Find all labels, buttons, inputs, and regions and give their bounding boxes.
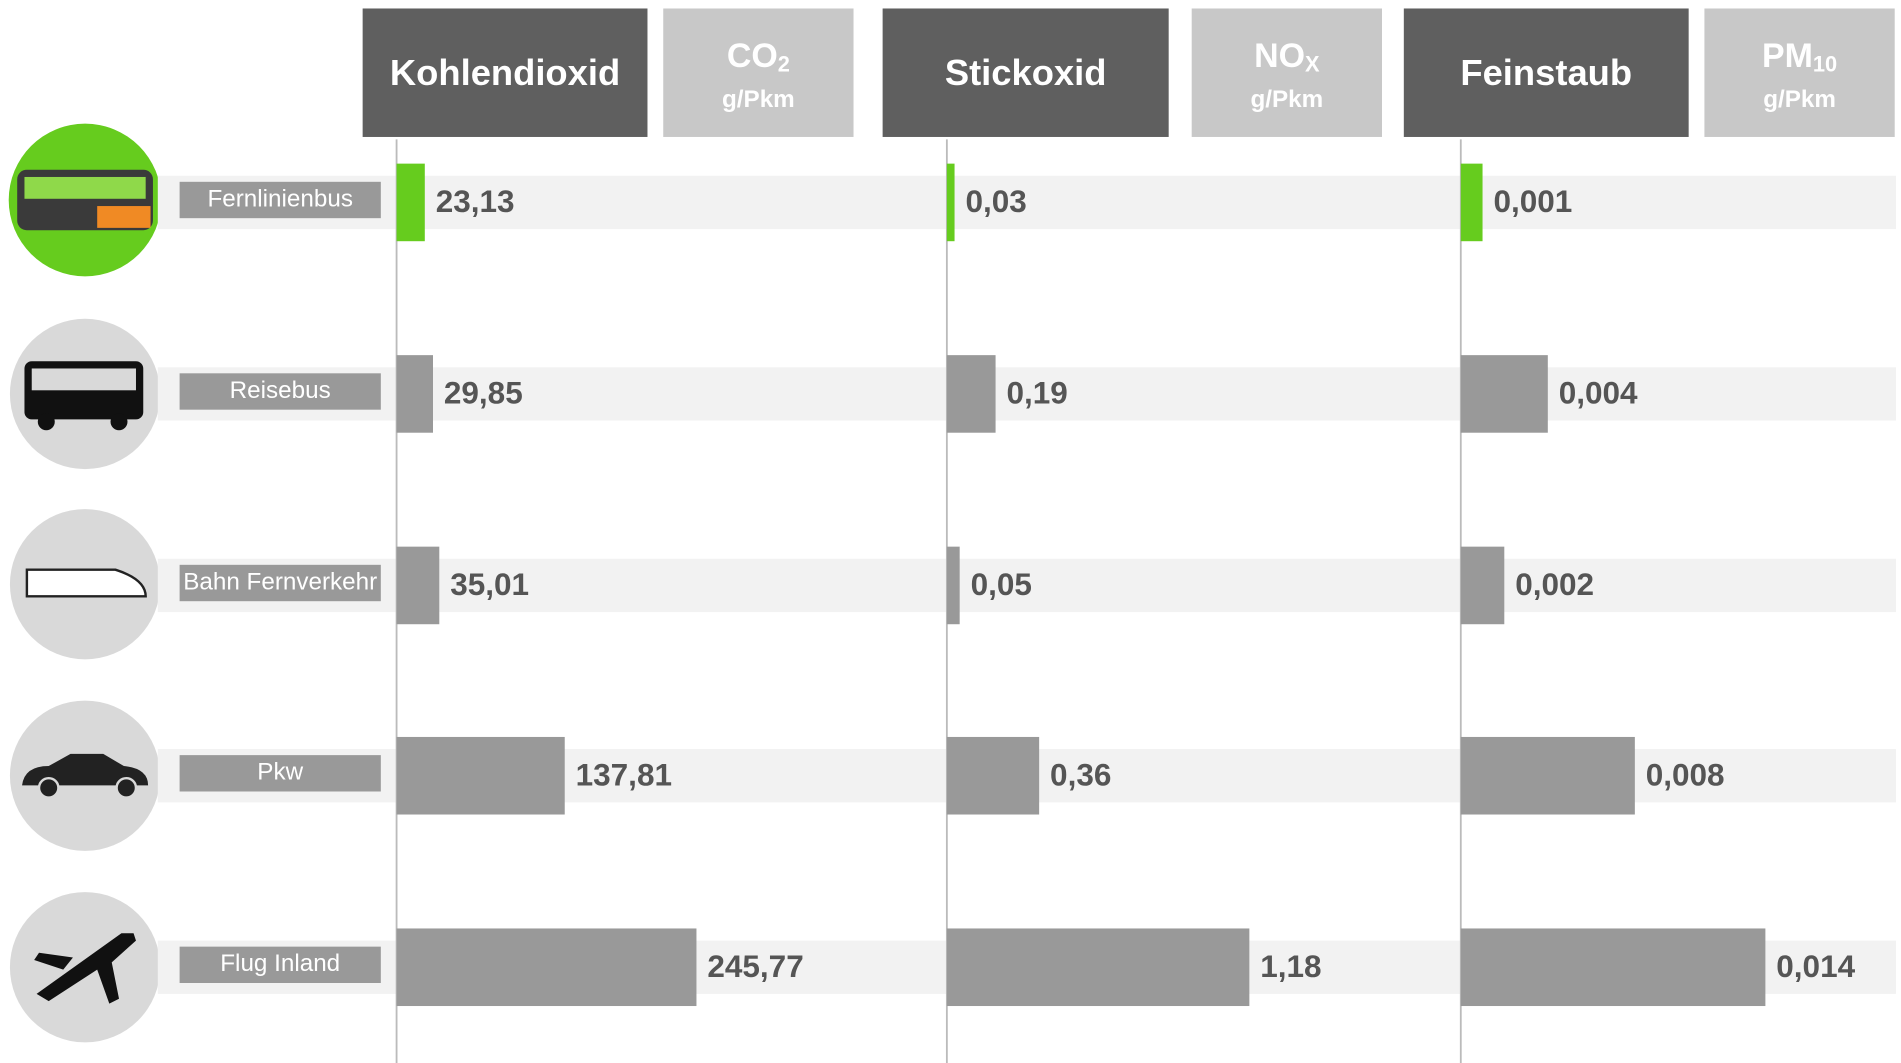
value-label: 0,008 <box>1646 756 1725 792</box>
title-box <box>1403 8 1689 137</box>
formula: PM10 <box>1762 37 1837 76</box>
category-label: Reisebus <box>230 377 331 404</box>
unit-label: g/Pkm <box>1250 86 1323 113</box>
train-icon <box>25 568 147 598</box>
bar <box>396 163 425 242</box>
title-box <box>362 8 648 137</box>
bus-window <box>24 176 146 199</box>
bar <box>1460 928 1766 1007</box>
panel-title: Stickoxid <box>945 52 1107 93</box>
category-box <box>179 564 381 602</box>
bar <box>946 355 996 433</box>
row-band <box>157 558 1896 613</box>
panel-title: Feinstaub <box>1460 52 1632 93</box>
bus-front <box>97 206 151 228</box>
row-band <box>157 367 1896 421</box>
formula-main: NO <box>1254 37 1305 75</box>
bar <box>1460 163 1483 242</box>
value-label: 1,18 <box>1260 948 1321 984</box>
value-label: 0,004 <box>1559 374 1638 410</box>
formula-main: CO <box>727 37 778 75</box>
formula-sub: 2 <box>778 51 790 76</box>
category-box <box>179 373 381 410</box>
wheel <box>37 413 55 431</box>
formula-main: PM <box>1762 37 1813 75</box>
bar <box>946 163 955 242</box>
unit-box <box>663 8 854 137</box>
value-label: 29,85 <box>444 374 523 410</box>
formula: CO2 <box>727 37 790 76</box>
category-label: Flug Inland <box>220 950 340 977</box>
unit-label: g/Pkm <box>1763 86 1836 113</box>
value-label: 35,01 <box>450 566 529 602</box>
value-label: 245,77 <box>707 948 803 984</box>
category-box <box>179 946 381 984</box>
value-label: 137,81 <box>576 756 672 792</box>
bar <box>396 355 433 433</box>
value-label: 0,36 <box>1050 756 1111 792</box>
value-label: 0,05 <box>971 566 1032 602</box>
wheel <box>37 776 60 799</box>
title-box <box>882 8 1169 137</box>
wheel <box>110 413 128 431</box>
bar <box>1460 736 1635 815</box>
value-label: 0,001 <box>1493 183 1572 219</box>
bar <box>1460 546 1505 625</box>
category-label: Fernlinienbus <box>207 185 353 212</box>
bar <box>396 928 697 1007</box>
bar <box>946 736 1040 815</box>
unit-label: g/Pkm <box>722 86 795 113</box>
bar <box>946 928 1250 1007</box>
value-label: 0,03 <box>965 183 1026 219</box>
row-band <box>157 175 1896 230</box>
value-label: 23,13 <box>436 183 515 219</box>
icons <box>8 123 162 1043</box>
wheel <box>115 776 138 799</box>
plane-icon <box>34 933 136 1004</box>
category-label: Bahn Fernverkehr <box>183 568 377 595</box>
bar <box>1460 355 1548 433</box>
formula-sub: 10 <box>1813 51 1837 76</box>
formula: NOX <box>1254 37 1320 76</box>
bar <box>946 546 960 625</box>
car-icon <box>22 753 149 786</box>
unit-box <box>1191 8 1383 137</box>
category-label: Pkw <box>257 759 303 786</box>
coach-window <box>31 368 136 391</box>
category-box <box>179 755 381 792</box>
value-label: 0,014 <box>1776 948 1855 984</box>
category-box <box>179 181 381 219</box>
panel-title: Kohlendioxid <box>390 52 620 93</box>
bar <box>396 546 440 625</box>
formula-sub: X <box>1305 51 1320 76</box>
value-label: 0,19 <box>1006 374 1067 410</box>
value-label: 0,002 <box>1515 566 1594 602</box>
bar <box>396 736 565 815</box>
unit-box <box>1704 8 1895 137</box>
